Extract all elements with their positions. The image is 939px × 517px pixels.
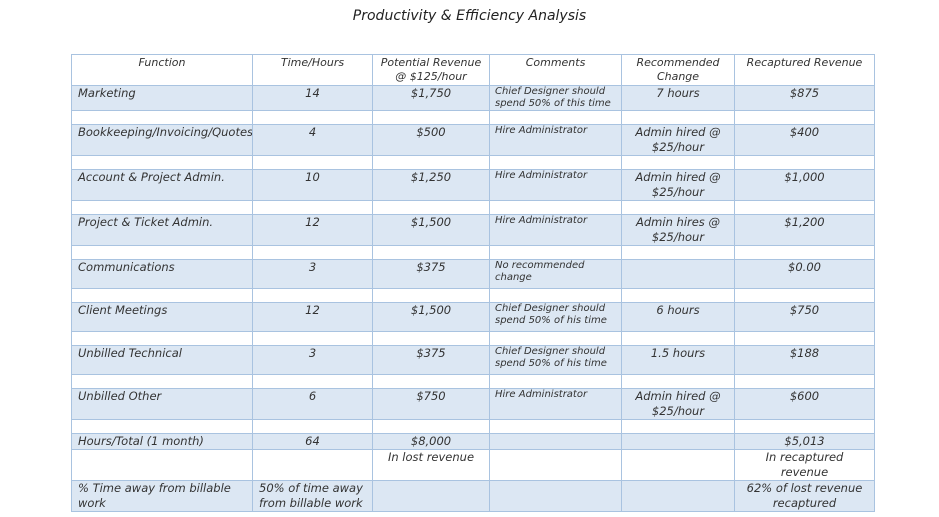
cell-revenue: $1,250 (372, 169, 490, 201)
header-change: Recommended Change (621, 54, 735, 86)
cell-comment: Chief Designer should spend 50% of his t… (489, 302, 622, 332)
cell-revenue: $1,500 (372, 302, 490, 332)
percent-row: % Time away from billable work 50% of ti… (71, 480, 875, 512)
table-row: Marketing 14 $1,750 Chief Designer shoul… (71, 85, 875, 111)
cell-change: Admin hired @ $25/hour (621, 124, 735, 156)
cell-recaptured: $875 (734, 85, 875, 111)
cell-function: Communications (71, 259, 253, 289)
header-change-line2: Change (656, 70, 700, 83)
cell-recaptured: $400 (734, 124, 875, 156)
total-revenue: $8,000 (372, 433, 490, 450)
cell-function: Unbilled Technical (71, 345, 253, 375)
cell-hours: 6 (252, 388, 373, 420)
total-revenue-note: In lost revenue (372, 449, 490, 481)
table-row: Project & Ticket Admin. 12 $1,500 Hire A… (71, 214, 875, 246)
cell-function: Client Meetings (71, 302, 253, 332)
cell-comment: Chief Designer should spend 50% of this … (489, 85, 622, 111)
cell-revenue: $1,500 (372, 214, 490, 246)
cell-hours: 3 (252, 345, 373, 375)
cell-recaptured: $0.00 (734, 259, 875, 289)
cell-change: Admin hired @ $25/hour (621, 169, 735, 201)
cell-hours: 12 (252, 214, 373, 246)
cell-comment: No recommended change (489, 259, 622, 289)
total-hours: 64 (252, 433, 373, 450)
cell-change: Admin hired @ $25/hour (621, 388, 735, 420)
cell-function: Project & Ticket Admin. (71, 214, 253, 246)
spacer-row (71, 155, 875, 170)
cell-recaptured: $600 (734, 388, 875, 420)
cell-revenue: $500 (372, 124, 490, 156)
cell-hours: 14 (252, 85, 373, 111)
cell-hours: 10 (252, 169, 373, 201)
cell-recaptured: $750 (734, 302, 875, 332)
cell-function: Unbilled Other (71, 388, 253, 420)
cell-change: Admin hires @ $25/hour (621, 214, 735, 246)
page-title: Productivity & Efficiency Analysis (352, 8, 587, 24)
cell-change (621, 259, 735, 289)
analysis-table: Function Time/Hours Potential Revenue @ … (71, 54, 875, 512)
spacer-row (71, 288, 875, 303)
header-row: Function Time/Hours Potential Revenue @ … (71, 54, 875, 86)
cell-comment: Chief Designer should spend 50% of his t… (489, 345, 622, 375)
cell-comment: Hire Administrator (489, 214, 622, 246)
percent-hours: 50% of time away from billable work (252, 480, 373, 512)
cell-revenue: $375 (372, 345, 490, 375)
table-row: Unbilled Other 6 $750 Hire Administrator… (71, 388, 875, 420)
table-row: Client Meetings 12 $1,500 Chief Designer… (71, 302, 875, 332)
percent-recaptured: 62% of lost revenue recaptured (734, 480, 875, 512)
cell-function: Account & Project Admin. (71, 169, 253, 201)
cell-change: 7 hours (621, 85, 735, 111)
spacer-row (71, 200, 875, 215)
cell-comment: Hire Administrator (489, 124, 622, 156)
cell-function: Marketing (71, 85, 253, 111)
table-row: Unbilled Technical 3 $375 Chief Designer… (71, 345, 875, 375)
header-function: Function (71, 54, 253, 86)
cell-hours: 4 (252, 124, 373, 156)
cell-comment: Hire Administrator (489, 169, 622, 201)
cell-revenue: $1,750 (372, 85, 490, 111)
total-recaptured: $5,013 (734, 433, 875, 450)
cell-recaptured: $1,200 (734, 214, 875, 246)
cell-change: 6 hours (621, 302, 735, 332)
cell-revenue: $750 (372, 388, 490, 420)
header-time: Time/Hours (252, 54, 373, 86)
cell-hours: 3 (252, 259, 373, 289)
header-change-line1: Recommended (636, 56, 720, 69)
total-note-row: In lost revenue In recaptured revenue (71, 449, 875, 481)
table-row: Bookkeeping/Invoicing/Quotes 4 $500 Hire… (71, 124, 875, 156)
cell-function: Bookkeeping/Invoicing/Quotes (71, 124, 253, 156)
spacer-row (71, 374, 875, 389)
table-row: Account & Project Admin. 10 $1,250 Hire … (71, 169, 875, 201)
header-revenue-line2: @ $125/hour (395, 70, 467, 83)
cell-recaptured: $1,000 (734, 169, 875, 201)
header-recaptured: Recaptured Revenue (734, 54, 875, 86)
total-change (621, 433, 735, 450)
spacer-row (71, 331, 875, 346)
header-revenue: Potential Revenue @ $125/hour (372, 54, 490, 86)
cell-recaptured: $188 (734, 345, 875, 375)
spacer-row (71, 245, 875, 260)
cell-revenue: $375 (372, 259, 490, 289)
table-row: Communications 3 $375 No recommended cha… (71, 259, 875, 289)
cell-hours: 12 (252, 302, 373, 332)
percent-function: % Time away from billable work (71, 480, 253, 512)
header-comments: Comments (489, 54, 622, 86)
cell-comment: Hire Administrator (489, 388, 622, 420)
total-recaptured-note: In recaptured revenue (734, 449, 875, 481)
header-revenue-line1: Potential Revenue (380, 56, 482, 69)
total-row: Hours/Total (1 month) 64 $8,000 $5,013 (71, 433, 875, 450)
spacer-row (71, 110, 875, 125)
total-function: Hours/Total (1 month) (71, 433, 253, 450)
cell-change: 1.5 hours (621, 345, 735, 375)
spacer-row (71, 419, 875, 434)
total-comment (489, 433, 622, 450)
